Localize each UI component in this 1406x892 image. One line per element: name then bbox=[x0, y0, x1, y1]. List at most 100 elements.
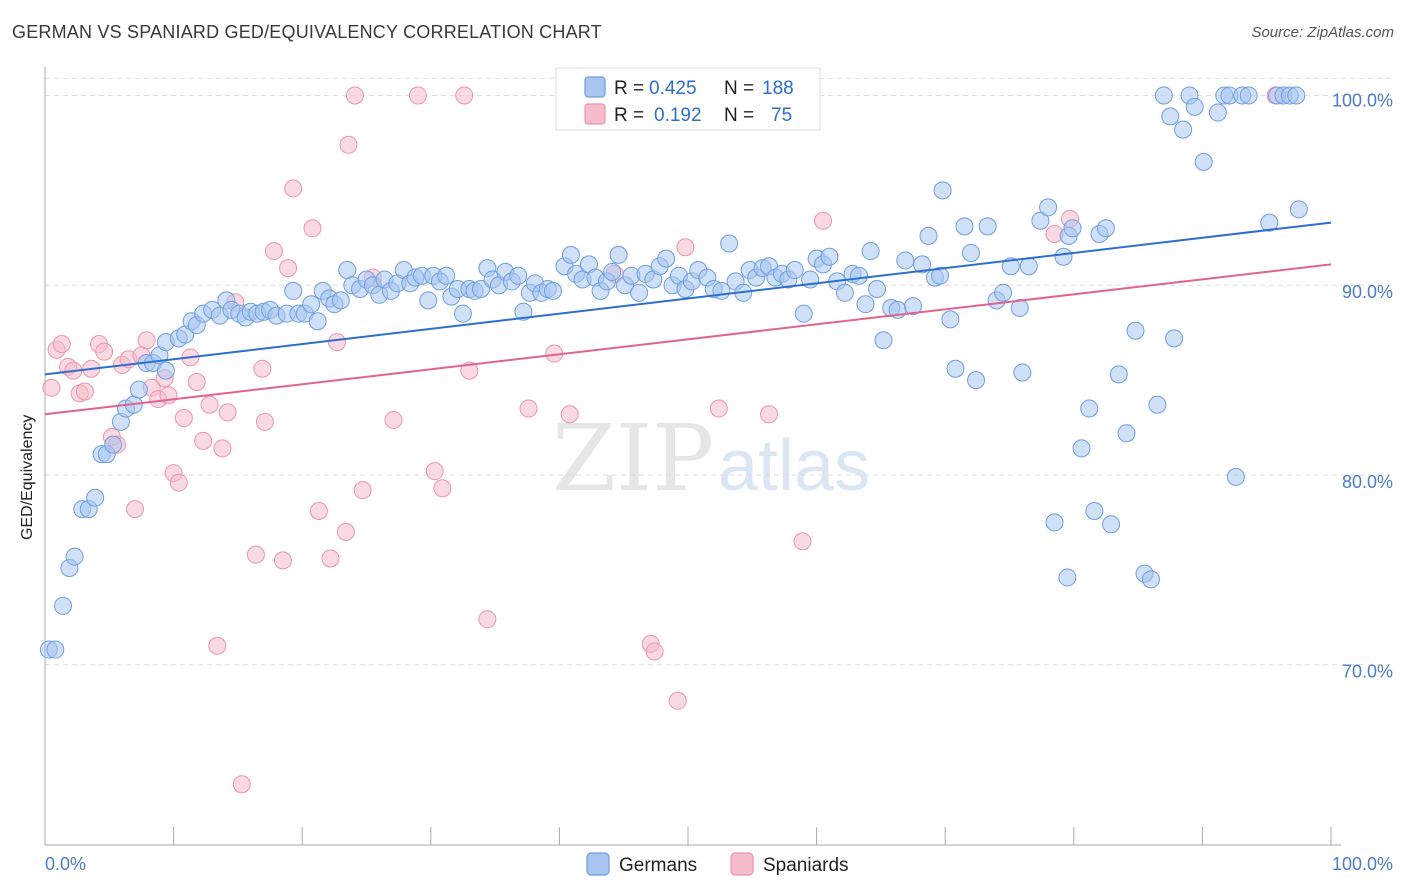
watermark-atlas: atlas bbox=[718, 426, 870, 506]
spaniard-point bbox=[321, 549, 340, 568]
spaniard-points bbox=[42, 86, 1285, 794]
spaniard-point bbox=[253, 359, 272, 378]
legend-swatch-german bbox=[584, 76, 606, 98]
german-point bbox=[1102, 515, 1121, 534]
spaniard-point bbox=[232, 775, 251, 794]
german-point bbox=[785, 261, 804, 280]
german-point bbox=[46, 640, 65, 659]
chart-title: GERMAN VS SPANIARD GED/EQUIVALENCY CORRE… bbox=[12, 22, 602, 42]
german-point bbox=[978, 217, 997, 236]
tick-labels: 70.0% 80.0% 90.0% 100.0% 0.0% 100.0% bbox=[45, 90, 1393, 874]
german-point bbox=[861, 242, 880, 261]
german-point bbox=[54, 596, 73, 615]
spaniard-point bbox=[339, 135, 358, 154]
spaniard-point bbox=[336, 522, 355, 541]
german-point bbox=[1019, 257, 1038, 276]
legend-n-value-1: 188 bbox=[762, 78, 794, 99]
y-tick-label: 80.0% bbox=[1342, 472, 1393, 492]
spaniard-point bbox=[478, 610, 497, 629]
german-point bbox=[856, 295, 875, 314]
y-tick-label: 70.0% bbox=[1342, 662, 1393, 682]
german-point bbox=[1058, 568, 1077, 587]
german-point bbox=[302, 295, 321, 314]
german-point bbox=[156, 361, 175, 380]
german-point bbox=[868, 280, 887, 299]
spaniard-point bbox=[279, 259, 298, 278]
german-point bbox=[1260, 213, 1279, 232]
bottom-legend-german: Germans bbox=[619, 855, 697, 876]
spaniard-point bbox=[174, 409, 193, 428]
german-point bbox=[509, 266, 528, 285]
spaniard-point bbox=[42, 378, 61, 397]
german-point bbox=[1063, 219, 1082, 238]
german-point bbox=[1109, 365, 1128, 384]
spaniard-point bbox=[218, 403, 237, 422]
german-point bbox=[946, 359, 965, 378]
german-point bbox=[1054, 247, 1073, 266]
german-point bbox=[1154, 86, 1173, 105]
german-point bbox=[1013, 363, 1032, 382]
legend-swatch-spaniard bbox=[584, 103, 606, 125]
spaniard-point bbox=[327, 333, 346, 352]
german-point bbox=[1161, 107, 1180, 126]
spaniard-point bbox=[676, 238, 695, 257]
german-point bbox=[1289, 200, 1308, 219]
spaniard-point bbox=[255, 412, 274, 431]
german-point bbox=[1287, 86, 1306, 105]
german-point bbox=[1001, 257, 1020, 276]
german-points bbox=[39, 86, 1308, 659]
spaniard-point bbox=[194, 431, 213, 450]
german-point bbox=[919, 226, 938, 245]
german-point bbox=[1174, 120, 1193, 139]
german-point bbox=[1239, 86, 1258, 105]
trend-lines bbox=[44, 221, 1332, 416]
spaniard-point bbox=[137, 331, 156, 350]
german-point bbox=[338, 261, 357, 280]
german-point bbox=[453, 304, 472, 323]
spaniard-point bbox=[668, 691, 687, 710]
spaniard-point bbox=[126, 500, 145, 519]
german-point bbox=[1072, 439, 1091, 458]
x-tick-label: 0.0% bbox=[45, 854, 86, 874]
spaniard-point bbox=[793, 532, 812, 551]
german-point bbox=[874, 331, 893, 350]
bottom-legend-swatch-spaniard bbox=[730, 852, 754, 876]
german-point bbox=[609, 245, 628, 264]
y-tick-label: 90.0% bbox=[1342, 282, 1393, 302]
spaniard-point bbox=[273, 551, 292, 570]
german-point bbox=[1148, 395, 1167, 414]
german-point bbox=[941, 310, 960, 329]
spaniard-point bbox=[264, 242, 283, 261]
german-point bbox=[1208, 103, 1227, 122]
german-point bbox=[543, 281, 562, 300]
german-point bbox=[933, 181, 952, 200]
spaniard-trend-line bbox=[44, 263, 1332, 416]
bottom-legend: Germans Spaniards bbox=[586, 852, 849, 876]
german-point bbox=[561, 245, 580, 264]
spaniard-point bbox=[303, 219, 322, 238]
german-point bbox=[1117, 424, 1136, 443]
spaniard-point bbox=[353, 481, 372, 500]
german-point bbox=[331, 291, 350, 310]
german-point bbox=[1045, 513, 1064, 532]
spaniard-point bbox=[460, 361, 479, 380]
spaniard-point bbox=[408, 86, 427, 105]
german-point bbox=[896, 251, 915, 270]
y-axis-label: GED/Equivalency bbox=[19, 415, 36, 540]
spaniard-point bbox=[309, 502, 328, 521]
bottom-legend-spaniard: Spaniards bbox=[763, 855, 849, 876]
spaniard-point bbox=[187, 372, 206, 391]
german-point bbox=[904, 297, 923, 316]
german-point bbox=[104, 435, 123, 454]
y-tick-label: 100.0% bbox=[1332, 90, 1393, 110]
source-label: Source: ZipAtlas.com bbox=[1251, 24, 1394, 41]
german-point bbox=[961, 243, 980, 262]
grid-lines bbox=[45, 77, 1391, 666]
german-point bbox=[1031, 211, 1050, 230]
bottom-legend-swatch-german bbox=[586, 852, 610, 876]
legend-r-value-1: 0.425 bbox=[649, 78, 697, 99]
x-tick-label: 100.0% bbox=[1332, 854, 1393, 874]
german-point bbox=[284, 281, 303, 300]
german-point bbox=[1165, 329, 1184, 348]
